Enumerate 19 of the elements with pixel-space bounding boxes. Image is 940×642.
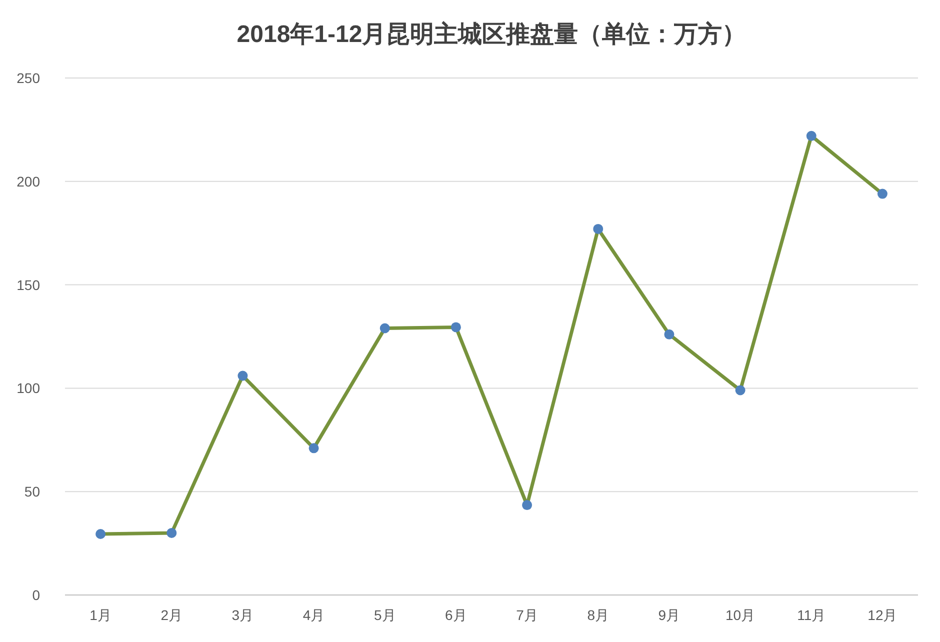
chart-title: 2018年1-12月昆明主城区推盘量（单位：万方） (236, 20, 746, 48)
x-tick-label: 12月 (868, 607, 898, 623)
y-tick-label: 100 (16, 380, 40, 396)
x-tick-label: 4月 (302, 607, 325, 623)
x-tick-label: 8月 (587, 607, 610, 623)
x-tick-label: 6月 (445, 607, 467, 623)
x-tick-label: 2月 (160, 607, 183, 623)
x-tick-label: 11月 (797, 607, 826, 623)
x-tick-label: 10月 (726, 607, 756, 623)
y-tick-label: 150 (16, 276, 40, 293)
x-tick-label: 1月 (90, 607, 112, 623)
y-tick-label: 200 (16, 173, 40, 190)
x-tick-label: 9月 (658, 607, 680, 623)
y-tick-label: 0 (32, 587, 40, 603)
x-tick-label: 3月 (232, 607, 254, 623)
x-tick-label: 7月 (516, 607, 538, 623)
y-tick-label: 50 (24, 484, 40, 500)
y-tick-label: 250 (16, 70, 40, 86)
x-tick-label: 5月 (374, 607, 396, 623)
